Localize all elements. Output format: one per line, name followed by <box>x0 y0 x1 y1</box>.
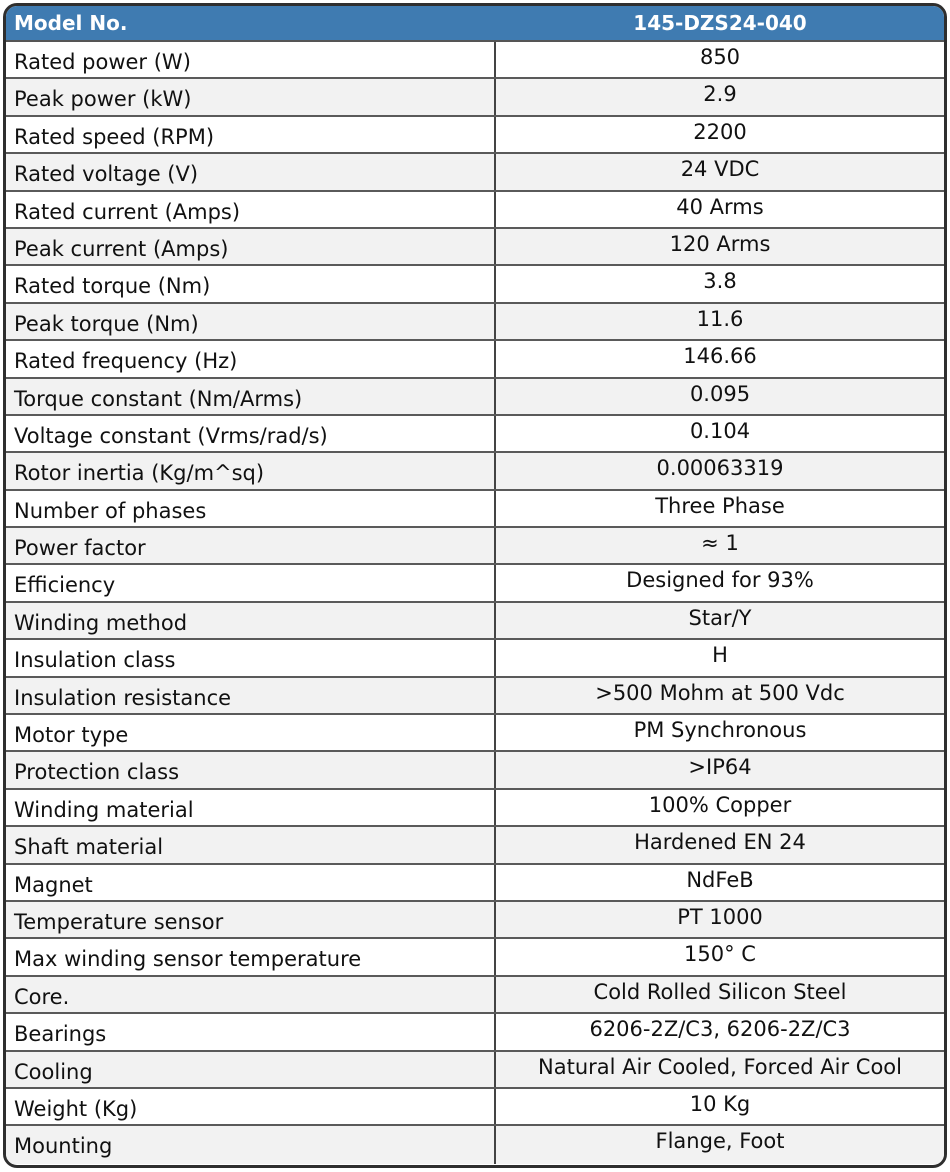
table-row: Number of phases Three Phase <box>6 490 944 529</box>
spec-value: 2.9 <box>703 82 737 107</box>
spec-label: Rated power (W) <box>6 42 496 78</box>
table-row: Insulation resistance >500 Mohm at 500 Vd… <box>6 677 944 716</box>
table-row: Cooling Natural Air Cooled, Forced Air Co… <box>6 1051 944 1089</box>
spec-label: Protection class <box>6 752 496 788</box>
table-row: Rated frequency (Hz) 146.66 <box>6 341 944 379</box>
table-row: Shaft material Hardened EN 24 <box>6 827 944 865</box>
table-row: Winding method Star/Y <box>6 602 944 641</box>
table-row: Insulation class H <box>6 640 944 678</box>
table-row: Max winding sensor temperature 150° C <box>6 939 944 977</box>
table-row: Efficiency Designed for 93% <box>6 565 944 603</box>
spec-label: Motor type <box>6 715 496 751</box>
spec-label: Winding material <box>6 789 496 826</box>
spec-value: PM Synchronous <box>633 718 807 743</box>
spec-label: Rated voltage (V) <box>6 154 496 190</box>
spec-label: Insulation class <box>6 640 496 676</box>
spec-value: 6206-2Z/C3, 6206-2Z/C3 <box>589 1017 851 1042</box>
spec-label: Rated torque (Nm) <box>6 266 496 302</box>
table-row: Power factor ≈ 1 <box>6 528 944 566</box>
table-row: Torque constant (Nm/Arms) 0.095 <box>6 378 944 416</box>
table-row: Rated voltage (V) 24 VDC <box>6 154 944 192</box>
table-row: Rated current (Amps) 40 Arms <box>6 191 944 229</box>
table-row: Core. Cold Rolled Silicon Steel <box>6 976 944 1015</box>
spec-value: 0.104 <box>689 418 751 443</box>
spec-value: 100% Copper <box>648 792 792 817</box>
spec-value: 2200 <box>693 119 747 144</box>
spec-label: Core. <box>6 976 496 1013</box>
table-row: Peak power (kW) 2.9 <box>6 79 944 117</box>
spec-label: Peak power (kW) <box>6 79 496 115</box>
spec-value: H <box>712 643 728 668</box>
table-header: Model No. 145-DZS24-040 <box>6 6 944 42</box>
spec-value: 0.095 <box>689 381 751 406</box>
spec-value: Hardened EN 24 <box>634 830 806 855</box>
table-row: Temperature sensor PT 1000 <box>6 901 944 940</box>
spec-value: >IP64 <box>688 755 752 780</box>
spec-label: Max winding sensor temperature <box>6 939 496 975</box>
spec-label: Rated frequency (Hz) <box>6 341 496 377</box>
spec-label: Power factor <box>6 528 496 564</box>
spec-value: 40 Arms <box>676 194 764 219</box>
spec-value: 850 <box>699 45 741 69</box>
table-row: Winding material 100% Copper <box>6 789 944 828</box>
table-row: Peak current (Amps) 120 Arms <box>6 228 944 267</box>
table-row: Voltage constant (Vrms/rad/s) 0.104 <box>6 415 944 454</box>
spec-label: Magnet <box>6 864 496 900</box>
table-row: Rotor inertia (Kg/m^sq) 0.00063319 <box>6 453 944 491</box>
spec-label: Number of phases <box>6 490 496 527</box>
table-row: Weight (Kg) 10 Kg <box>6 1088 944 1127</box>
table-row: Bearings 6206-2Z/C3, 6206-2Z/C3 <box>6 1014 944 1052</box>
spec-value: 11.6 <box>696 306 744 331</box>
spec-value: Natural Air Cooled, Forced Air Cool <box>538 1054 902 1079</box>
table-row: Rated speed (RPM) 2200 <box>6 116 944 155</box>
spec-value: 10 Kg <box>689 1091 751 1116</box>
model-number: 145-DZS24-040 <box>633 11 807 35</box>
spec-label: Peak current (Amps) <box>6 228 496 265</box>
spec-value: 3.8 <box>703 269 737 294</box>
spec-value: Designed for 93% <box>626 568 814 593</box>
table-row: Peak torque (Nm) 11.6 <box>6 303 944 342</box>
spec-label: Bearings <box>6 1014 496 1050</box>
spec-value: NdFeB <box>686 867 754 892</box>
spec-label: Cooling <box>6 1051 496 1087</box>
spec-label: Rotor inertia (Kg/m^sq) <box>6 453 496 489</box>
spec-label: Weight (Kg) <box>6 1088 496 1125</box>
table-row: Motor type PM Synchronous <box>6 715 944 753</box>
table-row: Rated torque (Nm) 3.8 <box>6 266 944 304</box>
spec-label: Mounting <box>6 1126 496 1164</box>
spec-value: 146.66 <box>683 344 757 369</box>
spec-value: Cold Rolled Silicon Steel <box>593 979 847 1004</box>
table-body: Rated power (W) 850 Peak power (kW) 2.9 Rate… <box>6 42 944 1164</box>
table-row: Rated power (W) 850 <box>6 42 944 80</box>
spec-label: Rated current (Amps) <box>6 191 496 227</box>
spec-label: Rated speed (RPM) <box>6 116 496 153</box>
header-label: Model No. <box>14 11 128 35</box>
spec-label: Torque constant (Nm/Arms) <box>6 378 496 414</box>
spec-value: Flange, Foot <box>655 1129 785 1154</box>
spec-label: Temperature sensor <box>6 901 496 938</box>
spec-value: 0.00063319 <box>656 456 784 481</box>
spec-value: 120 Arms <box>669 231 771 256</box>
spec-value: Three Phase <box>655 493 785 518</box>
spec-value: Star/Y <box>688 605 752 630</box>
table-row: Mounting Flange, Foot <box>6 1126 944 1164</box>
spec-label: Winding method <box>6 602 496 639</box>
table-row: Protection class >IP64 <box>6 752 944 790</box>
table-row: Magnet NdFeB <box>6 864 944 902</box>
spec-value: PT 1000 <box>677 904 763 929</box>
spec-value: >500 Mohm at 500 Vdc <box>595 680 845 705</box>
spec-value: 24 VDC <box>680 157 760 182</box>
spec-table: Model No. 145-DZS24-040 Rated power (W) 8… <box>3 3 947 1168</box>
spec-value: ≈ 1 <box>701 531 739 556</box>
spec-label: Efficiency <box>6 565 496 601</box>
spec-label: Shaft material <box>6 827 496 863</box>
spec-label: Peak torque (Nm) <box>6 303 496 340</box>
spec-label: Voltage constant (Vrms/rad/s) <box>6 415 496 452</box>
spec-label: Insulation resistance <box>6 677 496 714</box>
spec-value: 150° C <box>684 942 756 967</box>
